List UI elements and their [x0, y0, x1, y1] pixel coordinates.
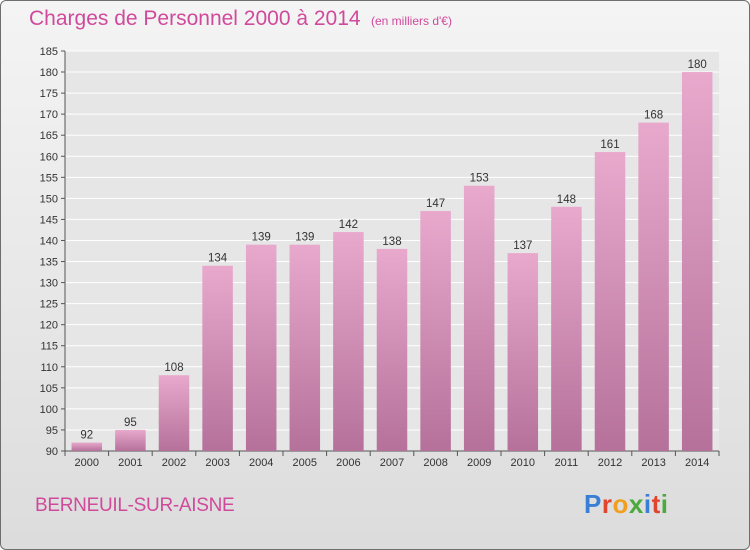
bar-2003	[202, 265, 233, 451]
x-tick-label-2007: 2007	[380, 457, 404, 469]
proxiti-logo[interactable]: Proxiti	[584, 489, 668, 520]
logo-letter: P	[584, 489, 602, 519]
logo-letter: o	[612, 489, 629, 519]
data-label-2000: 92	[80, 430, 93, 442]
x-tick-label-2008: 2008	[423, 457, 447, 469]
bar-2011	[551, 206, 582, 451]
logo-letter: t	[651, 489, 661, 519]
logo-letter: x	[628, 489, 644, 519]
data-label-2008: 147	[426, 198, 445, 210]
bar-2008	[420, 211, 451, 451]
y-tick-label: 110	[40, 362, 58, 374]
x-tick-label-2012: 2012	[598, 457, 622, 469]
data-label-2002: 108	[164, 362, 183, 374]
bar-2002	[158, 375, 190, 451]
data-label-2005: 139	[295, 232, 314, 244]
data-label-2014: 180	[688, 59, 707, 71]
logo-letter: r	[601, 489, 613, 519]
y-tick-label: 100	[40, 404, 58, 416]
y-tick-label: 155	[40, 172, 58, 184]
x-tick-label-2000: 2000	[75, 457, 99, 469]
y-tick-label: 105	[40, 383, 58, 395]
data-label-2012: 161	[600, 139, 619, 151]
y-tick-label: 125	[40, 299, 58, 311]
bar-2009	[463, 185, 495, 451]
bar-2012	[594, 152, 626, 452]
x-tick-label-2003: 2003	[205, 457, 229, 469]
data-label-2004: 139	[252, 232, 271, 244]
y-tick-label: 90	[46, 446, 58, 458]
data-label-2003: 134	[208, 253, 228, 265]
x-tick-label-2011: 2011	[555, 457, 579, 469]
y-tick-label: 115	[40, 341, 58, 353]
data-label-2009: 153	[470, 173, 489, 185]
x-tick-label-2006: 2006	[336, 457, 360, 469]
x-tick-label-2005: 2005	[293, 457, 317, 469]
x-tick-label-2014: 2014	[685, 457, 709, 469]
y-tick-label: 120	[40, 320, 58, 332]
y-tick-label: 170	[40, 109, 58, 121]
y-tick-label: 135	[40, 257, 58, 269]
y-tick-label: 140	[40, 235, 58, 247]
y-tick-label: 180	[40, 67, 58, 79]
x-tick-label-2002: 2002	[162, 457, 186, 469]
y-tick-label: 165	[40, 130, 58, 142]
x-tick-label-2013: 2013	[641, 457, 665, 469]
data-label-2007: 138	[382, 236, 401, 248]
bar-2001	[115, 429, 146, 451]
y-tick-label: 150	[40, 193, 58, 205]
x-tick-label-2010: 2010	[511, 457, 535, 469]
bar-2004	[245, 244, 277, 451]
bar-2000	[71, 442, 103, 451]
commune-name: BERNEUIL-SUR-AISNE	[35, 495, 235, 516]
bar-2014	[681, 72, 713, 451]
logo-letter: i	[660, 489, 669, 519]
data-label-2013: 168	[644, 110, 663, 122]
y-tick-label: 185	[40, 46, 58, 58]
chart-title: Charges de Personnel 2000 à 2014	[29, 7, 361, 30]
logo-letter: i	[643, 489, 652, 519]
bar-2007	[376, 248, 408, 451]
chart-subtitle: (en milliers d'€)	[371, 14, 452, 28]
y-tick-label: 130	[40, 278, 58, 290]
data-label-2006: 142	[339, 219, 358, 231]
bar-2006	[333, 232, 364, 451]
bar-2013	[638, 122, 669, 451]
data-label-2011: 148	[557, 194, 576, 206]
bar-2010	[507, 253, 539, 451]
y-tick-label: 145	[40, 214, 58, 226]
y-tick-label: 95	[46, 425, 58, 437]
y-tick-label: 175	[40, 88, 58, 100]
data-label-2001: 95	[124, 417, 137, 429]
x-tick-label-2001: 2001	[118, 457, 142, 469]
data-label-2010: 137	[513, 240, 532, 252]
x-tick-label-2004: 2004	[249, 457, 273, 469]
x-tick-label-2009: 2009	[467, 457, 491, 469]
bar-2005	[289, 244, 321, 451]
y-tick-label: 160	[40, 151, 58, 163]
